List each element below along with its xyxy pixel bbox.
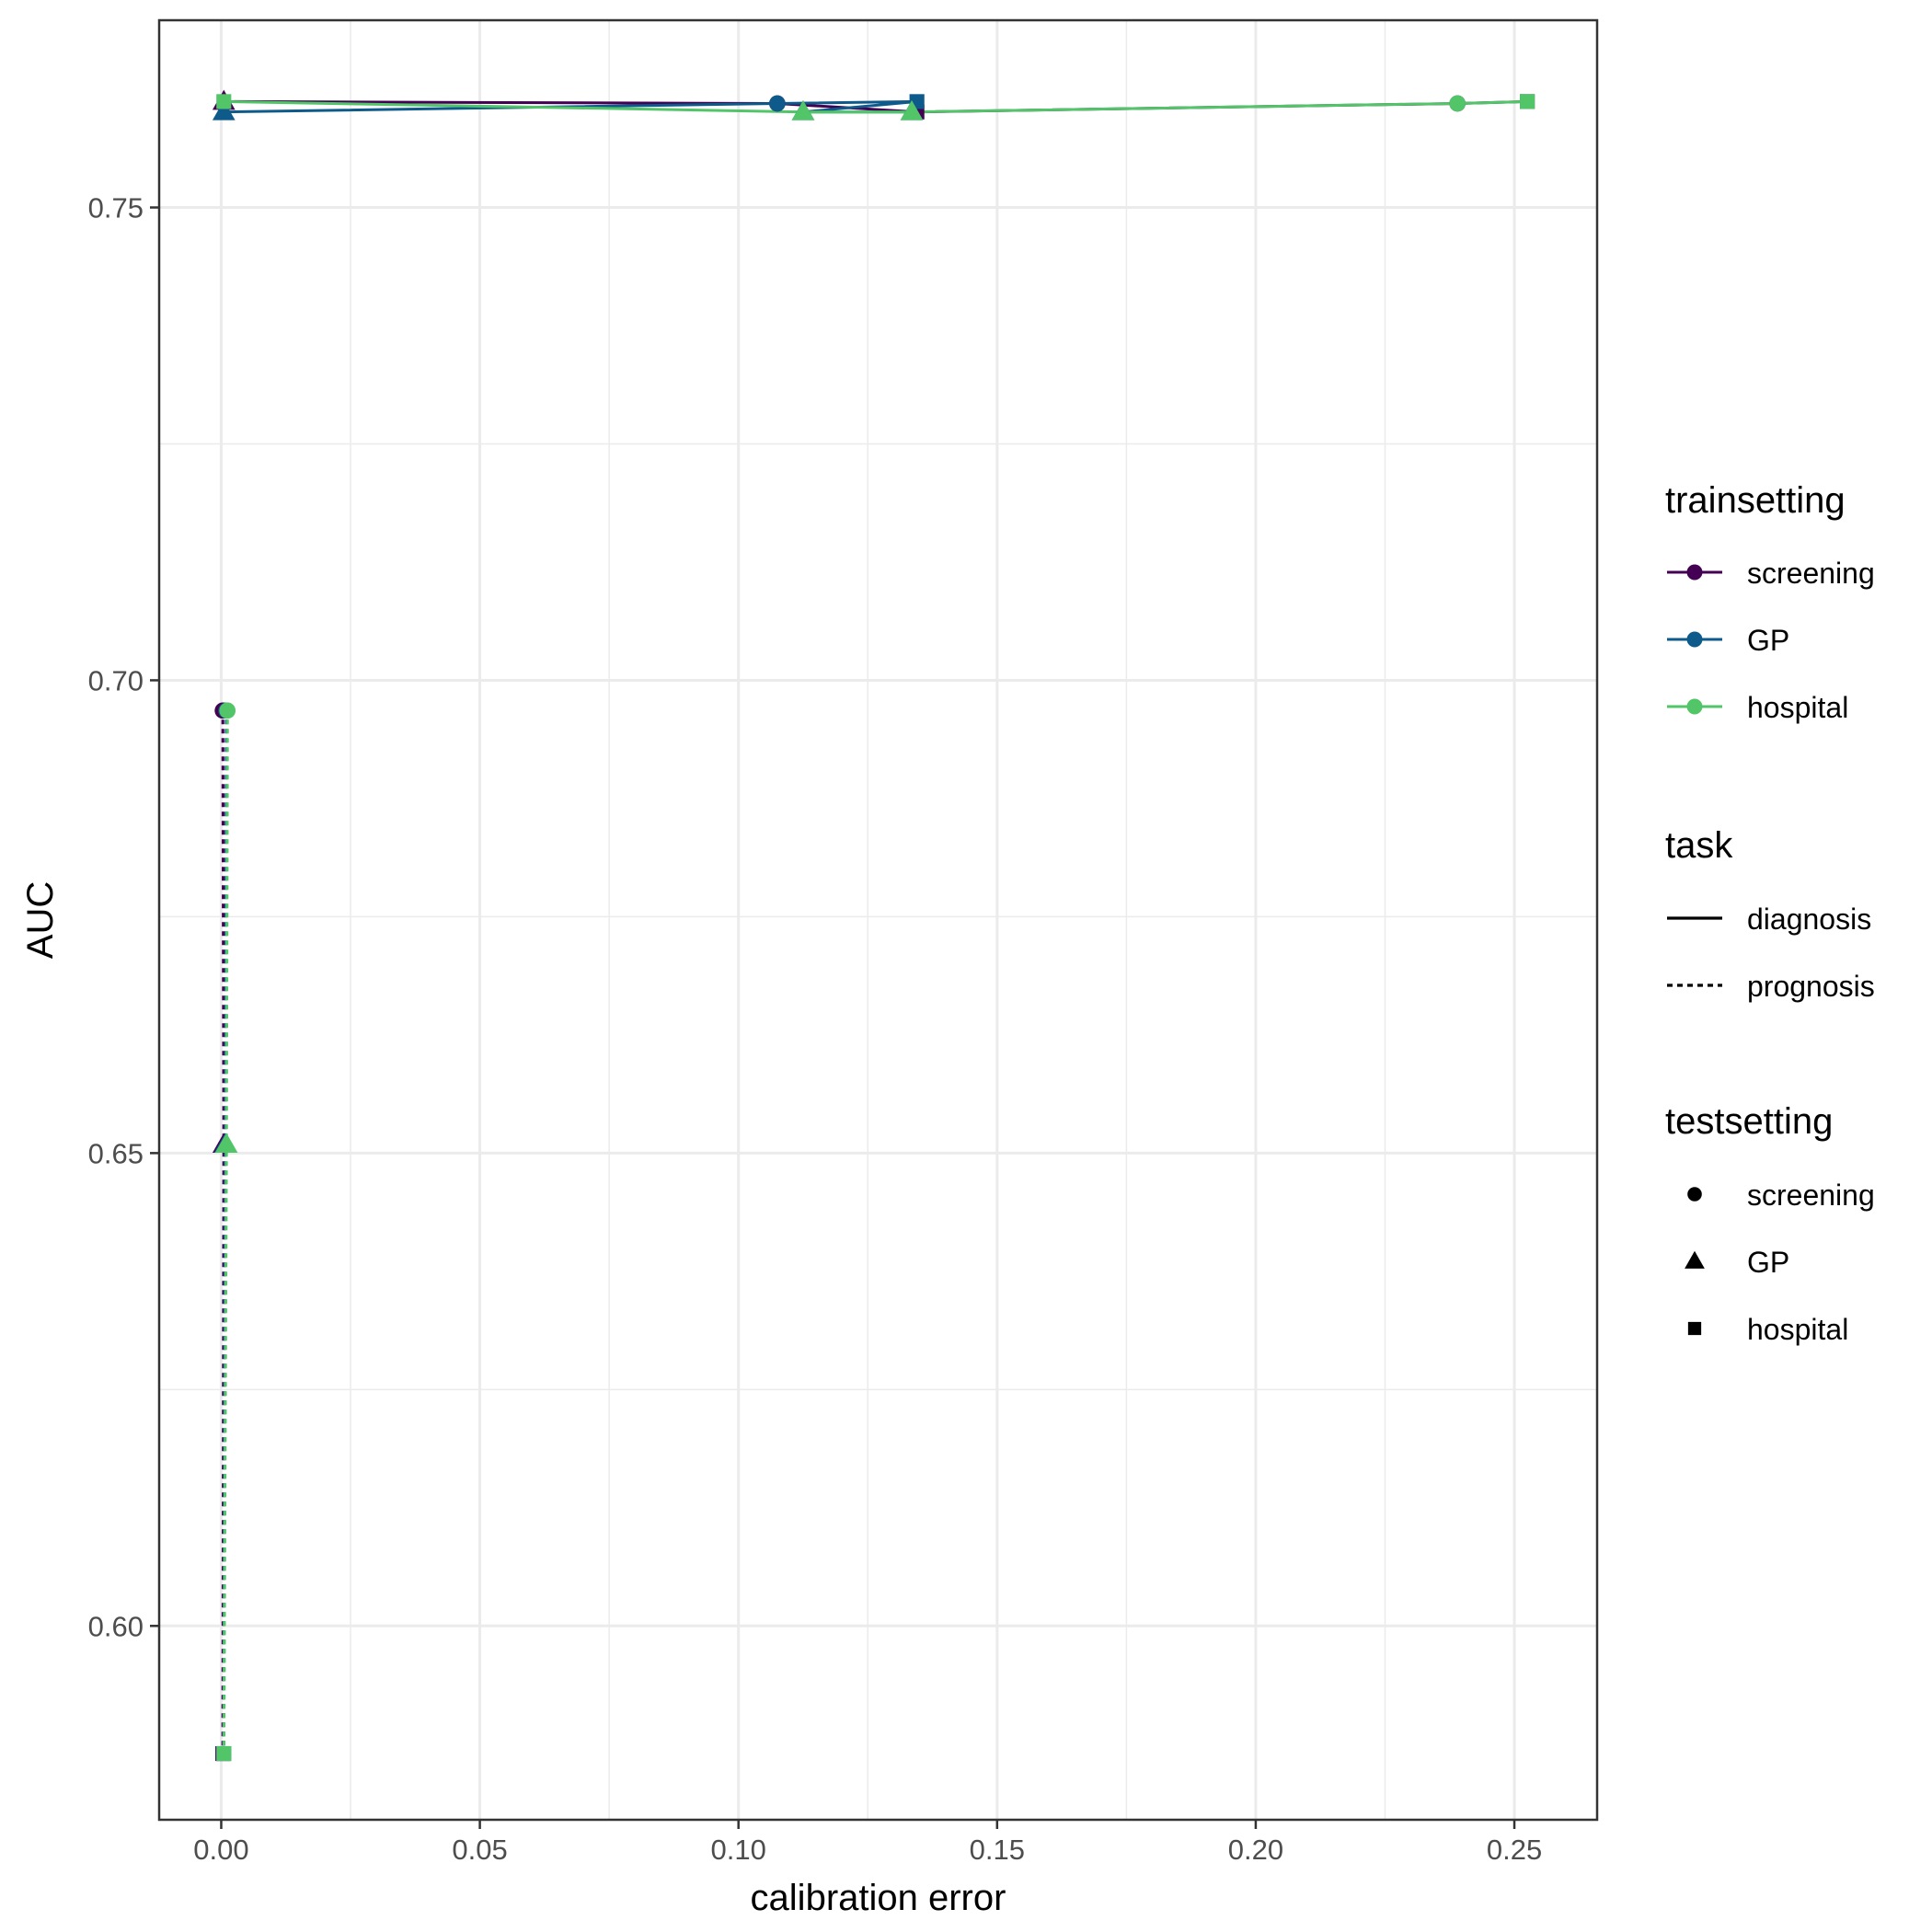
legend-key-shape-GP: [1685, 1250, 1705, 1269]
point-hospital-diagnosis-hospital: [1520, 94, 1535, 109]
legend-title-trainsetting: trainsetting: [1665, 480, 1846, 521]
y-axis-title: AUC: [20, 881, 61, 959]
legend-key-shape-screening: [1687, 1187, 1702, 1202]
x-tick-label: 0.05: [452, 1834, 507, 1866]
x-tick-label: 0.20: [1228, 1834, 1283, 1866]
point-hospital-diagnosis-screening: [1449, 95, 1466, 112]
legend-key-point-GP: [1686, 631, 1703, 648]
legend-label-testsetting-screening: screening: [1747, 1179, 1875, 1212]
point-hospital-diagnosis-GP: [900, 99, 924, 121]
legend-title-testsetting: testsetting: [1665, 1101, 1833, 1142]
x-tick-label: 0.00: [193, 1834, 248, 1866]
legend-label-testsetting-GP: GP: [1747, 1246, 1789, 1279]
legend-key-point-screening: [1686, 564, 1703, 581]
y-tick-label: 0.75: [88, 192, 144, 224]
legend-label-testsetting-hospital: hospital: [1747, 1313, 1848, 1346]
axes-layer: 0.00 0.05 0.10 0.15 0.20 0.25 0.60 0.65 0.70 0.75: [88, 192, 1543, 1866]
point-hospital-diagnosis-GP: [791, 99, 815, 121]
point-GP-diagnosis-screening: [769, 95, 786, 112]
x-tick-label: 0.10: [711, 1834, 766, 1866]
point-hospital-prognosis-screening: [219, 702, 236, 719]
series-layer: [221, 99, 1528, 1754]
legend-label-trainsetting-GP: GP: [1747, 624, 1789, 657]
point-hospital-prognosis-hospital: [216, 1745, 232, 1762]
point-GP-diagnosis-GP: [212, 99, 236, 121]
point-hospital-diagnosis-hospital: [216, 94, 232, 109]
point-hospital-prognosis-GP: [214, 1133, 238, 1154]
legend-label-task-prognosis: prognosis: [1747, 970, 1875, 1003]
grid-layer: [159, 20, 1597, 1820]
y-tick-label: 0.65: [88, 1137, 144, 1169]
x-tick-label: 0.25: [1487, 1834, 1542, 1866]
legend: trainsetting screening GP hospital task diagn…: [1665, 480, 1875, 1346]
legend-label-trainsetting-hospital: hospital: [1747, 691, 1848, 724]
x-tick-label: 0.15: [970, 1834, 1025, 1866]
points-layer: [212, 89, 1535, 1762]
legend-label-trainsetting-screening: screening: [1747, 557, 1875, 590]
legend-key-point-hospital: [1686, 698, 1703, 715]
legend-title-task: task: [1665, 825, 1733, 866]
legend-label-task-diagnosis: diagnosis: [1747, 903, 1871, 936]
legend-key-shape-hospital: [1687, 1321, 1702, 1336]
panel-border: [157, 18, 1599, 1822]
x-axis-title: calibration error: [751, 1878, 1006, 1918]
y-tick-label: 0.70: [88, 664, 144, 696]
y-tick-label: 0.60: [88, 1610, 144, 1642]
